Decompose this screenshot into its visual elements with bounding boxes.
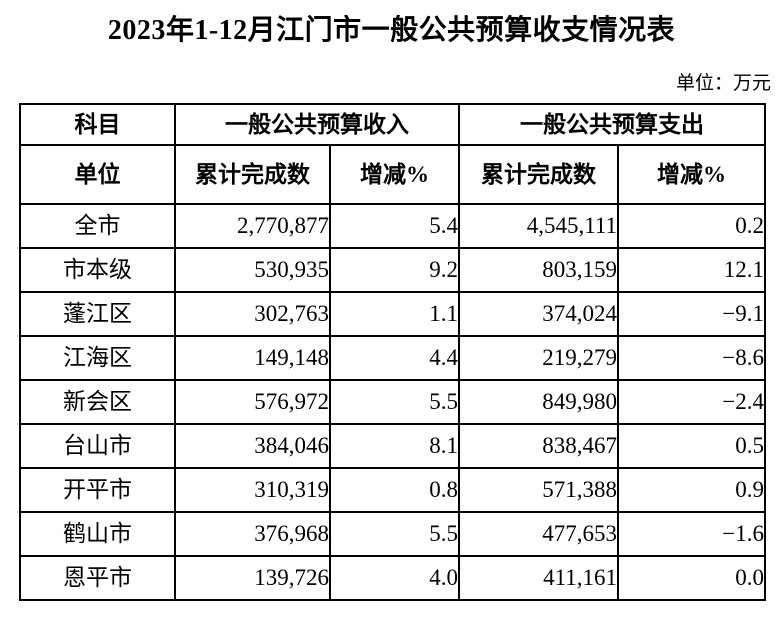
revenue-change-cell: 9.2 (329, 246, 460, 293)
table-body: 全市 2,770,877 5.4 4,545,111 0.2 市本级 530,9… (19, 202, 766, 601)
revenue-change-cell: 4.0 (329, 554, 460, 601)
expenditure-change-cell: 0.5 (617, 422, 766, 469)
region-cell: 新会区 (19, 378, 176, 425)
expenditure-change-cell: 0.0 (617, 554, 766, 601)
expenditure-change-cell: 0.2 (617, 202, 766, 249)
table-row: 全市 2,770,877 5.4 4,545,111 0.2 (19, 202, 766, 249)
expenditure-cell: 838,467 (458, 422, 619, 469)
unit-note: 单位：万元 (675, 73, 771, 94)
revenue-cell: 149,148 (174, 334, 331, 381)
table-row: 蓬江区 302,763 1.1 374,024 −9.1 (19, 290, 766, 337)
expenditure-change-cell: 0.9 (617, 466, 766, 513)
revenue-cell: 576,972 (174, 378, 331, 425)
table-row: 恩平市 139,726 4.0 411,161 0.0 (19, 554, 766, 601)
expenditure-change-cell: −2.4 (617, 378, 766, 425)
region-cell: 江海区 (19, 334, 176, 381)
region-cell: 鹤山市 (19, 510, 176, 557)
header-unit: 单位 (19, 143, 176, 205)
region-cell: 蓬江区 (19, 290, 176, 337)
region-cell: 开平市 (19, 466, 176, 513)
table-header: 科目 一般公共预算收入 一般公共预算支出 单位 累计完成数 增减% 累计完成数 … (19, 102, 766, 205)
expenditure-change-cell: −9.1 (617, 290, 766, 337)
header-column-row: 单位 累计完成数 增减% 累计完成数 增减% (19, 143, 766, 205)
table-row: 市本级 530,935 9.2 803,159 12.1 (19, 246, 766, 293)
header-group-revenue: 一般公共预算收入 (174, 102, 460, 146)
expenditure-change-cell: 12.1 (617, 246, 766, 293)
revenue-change-cell: 5.5 (329, 378, 460, 425)
region-cell: 台山市 (19, 422, 176, 469)
region-cell: 市本级 (19, 246, 176, 293)
expenditure-cell: 374,024 (458, 290, 619, 337)
header-revenue-cumulative: 累计完成数 (174, 143, 331, 205)
expenditure-change-cell: −8.6 (617, 334, 766, 381)
header-subject: 科目 (19, 102, 176, 146)
revenue-cell: 376,968 (174, 510, 331, 557)
revenue-change-cell: 5.4 (329, 202, 460, 249)
revenue-cell: 530,935 (174, 246, 331, 293)
expenditure-cell: 219,279 (458, 334, 619, 381)
revenue-cell: 310,319 (174, 466, 331, 513)
expenditure-cell: 477,653 (458, 510, 619, 557)
header-group-expenditure: 一般公共预算支出 (458, 102, 766, 146)
expenditure-cell: 571,388 (458, 466, 619, 513)
revenue-change-cell: 4.4 (329, 334, 460, 381)
table-row: 鹤山市 376,968 5.5 477,653 −1.6 (19, 510, 766, 557)
revenue-change-cell: 1.1 (329, 290, 460, 337)
revenue-cell: 139,726 (174, 554, 331, 601)
expenditure-change-cell: −1.6 (617, 510, 766, 557)
revenue-change-cell: 5.5 (329, 510, 460, 557)
region-cell: 恩平市 (19, 554, 176, 601)
header-revenue-change: 增减% (329, 143, 460, 205)
page-title: 2023年1-12月江门市一般公共预算收支情况表 (107, 15, 676, 46)
expenditure-cell: 803,159 (458, 246, 619, 293)
header-expenditure-cumulative: 累计完成数 (458, 143, 619, 205)
revenue-cell: 302,763 (174, 290, 331, 337)
revenue-cell: 2,770,877 (174, 202, 331, 249)
revenue-cell: 384,046 (174, 422, 331, 469)
table-row: 开平市 310,319 0.8 571,388 0.9 (19, 466, 766, 513)
header-group-row: 科目 一般公共预算收入 一般公共预算支出 (19, 102, 766, 146)
header-expenditure-change: 增减% (617, 143, 766, 205)
table-row: 江海区 149,148 4.4 219,279 −8.6 (19, 334, 766, 381)
expenditure-cell: 849,980 (458, 378, 619, 425)
revenue-change-cell: 8.1 (329, 422, 460, 469)
budget-table: 科目 一般公共预算收入 一般公共预算支出 单位 累计完成数 增减% 累计完成数 … (19, 102, 766, 601)
revenue-change-cell: 0.8 (329, 466, 460, 513)
table-row: 新会区 576,972 5.5 849,980 −2.4 (19, 378, 766, 425)
table-row: 台山市 384,046 8.1 838,467 0.5 (19, 422, 766, 469)
expenditure-cell: 4,545,111 (458, 202, 619, 249)
region-cell: 全市 (19, 202, 176, 249)
expenditure-cell: 411,161 (458, 554, 619, 601)
